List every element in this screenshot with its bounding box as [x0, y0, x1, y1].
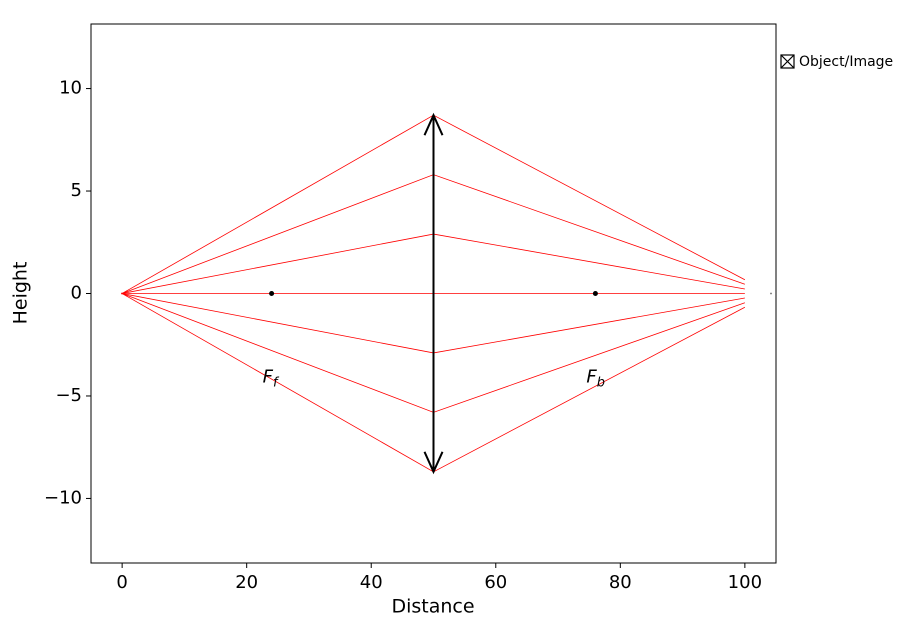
legend-label: Object/Image	[799, 54, 893, 70]
focal-label-sub: f	[273, 375, 280, 390]
x-tick-label: 40	[360, 572, 383, 593]
focal-label-main: F	[586, 367, 597, 388]
lens-arrowhead	[423, 112, 444, 136]
focal-label-sub: b	[597, 375, 605, 390]
x-axis-label: Distance	[391, 596, 474, 618]
y-tick-label: −10	[44, 487, 82, 508]
y-tick-label: 5	[71, 180, 82, 201]
lens-arrowhead	[423, 451, 444, 475]
y-tick-label: −5	[55, 385, 82, 406]
focal-point	[269, 291, 275, 296]
focal-label: Ff	[263, 367, 280, 391]
legend-marker-cross	[780, 54, 795, 69]
x-tick-label: 80	[609, 572, 632, 593]
legend-marker	[780, 54, 795, 69]
focal-point	[592, 291, 598, 296]
y-axis-label: Height	[10, 262, 32, 325]
x-tick-label: 60	[484, 572, 507, 593]
y-tick-label: 0	[71, 283, 82, 304]
focal-label-main: F	[263, 367, 274, 388]
x-tick-label: 20	[235, 572, 258, 593]
x-tick-label: 0	[116, 572, 127, 593]
y-tick-label: 10	[59, 78, 82, 99]
x-tick-label: 100	[728, 572, 762, 593]
focal-label: Fb	[586, 367, 605, 391]
